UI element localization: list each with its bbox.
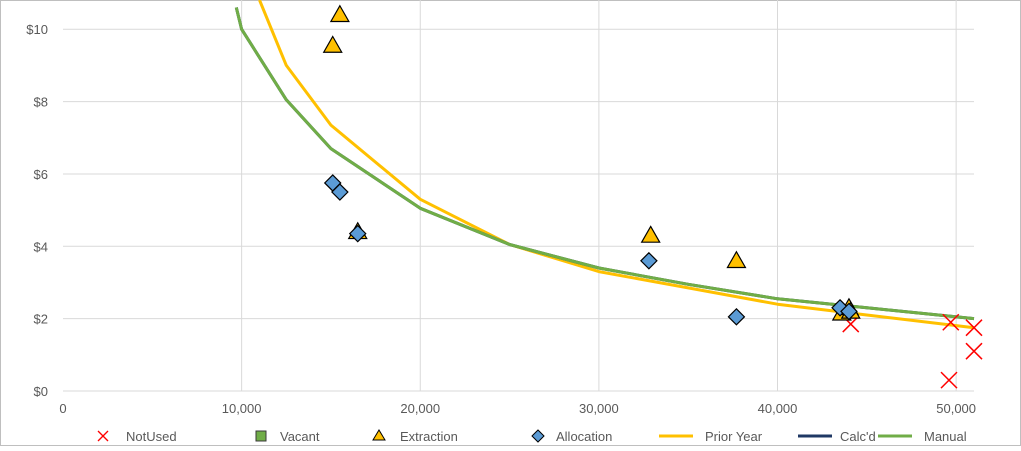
legend-marker-shape xyxy=(255,430,267,442)
notused-point xyxy=(965,319,983,337)
extraction-point xyxy=(640,225,661,243)
x-tick-label: 20,000 xyxy=(400,401,440,416)
y-tick-label: $10 xyxy=(26,22,48,37)
allocation-point xyxy=(348,224,367,243)
x-tick-label: 10,000 xyxy=(222,401,262,416)
legend-label-notused: NotUsed xyxy=(126,429,177,444)
legend: NotUsed Vacant Extraction Allocation Prior Y… xyxy=(97,429,967,444)
legend-label-prior-year: Prior Year xyxy=(705,429,763,444)
legend-marker-notused xyxy=(97,430,109,442)
extraction-point xyxy=(726,250,747,269)
line-layer xyxy=(234,0,975,330)
legend-label-manual: Manual xyxy=(924,429,967,444)
notused-point xyxy=(940,371,958,389)
marker-layer xyxy=(322,4,983,389)
notused-point xyxy=(942,313,960,331)
legend-label-vacant: Vacant xyxy=(280,429,320,444)
tick-layer: 0 10,000 20,000 30,000 40,000 50,000 $0 $2 $4 $6 $… xyxy=(26,22,976,416)
grid-layer xyxy=(63,0,974,392)
series-line-prior-year xyxy=(258,0,975,330)
legend-marker-stroke xyxy=(97,430,109,442)
notused-point-stroke xyxy=(965,342,983,360)
legend-label-allocation: Allocation xyxy=(556,429,612,444)
x-tick-label: 30,000 xyxy=(579,401,619,416)
y-tick-label: $4 xyxy=(34,239,48,254)
x-tick-label: 50,000 xyxy=(936,401,976,416)
notused-point xyxy=(965,342,983,360)
y-tick-label: $0 xyxy=(34,384,48,399)
notused-point-stroke xyxy=(940,371,958,389)
notused-point-stroke xyxy=(942,313,960,331)
series-line-manual xyxy=(234,7,975,321)
allocation-point xyxy=(331,183,349,201)
allocation-point xyxy=(840,302,858,321)
notused-point-stroke xyxy=(965,319,983,337)
y-tick-label: $8 xyxy=(34,95,48,110)
legend-marker-allocation xyxy=(531,429,545,443)
legend-marker-extraction xyxy=(372,429,386,441)
allocation-point xyxy=(727,307,746,326)
legend-marker-shape xyxy=(531,429,545,443)
legend-marker-vacant xyxy=(255,430,267,442)
legend-marker-shape xyxy=(372,429,386,441)
extraction-point xyxy=(322,35,343,53)
x-tick-label: 0 xyxy=(59,401,66,416)
legend-label-extraction: Extraction xyxy=(400,429,458,444)
y-tick-label: $2 xyxy=(34,312,48,327)
extraction-point xyxy=(329,4,350,23)
allocation-point xyxy=(640,251,658,270)
legend-label-calc-d: Calc'd xyxy=(840,429,876,444)
x-tick-label: 40,000 xyxy=(758,401,798,416)
y-tick-label: $6 xyxy=(34,167,48,182)
